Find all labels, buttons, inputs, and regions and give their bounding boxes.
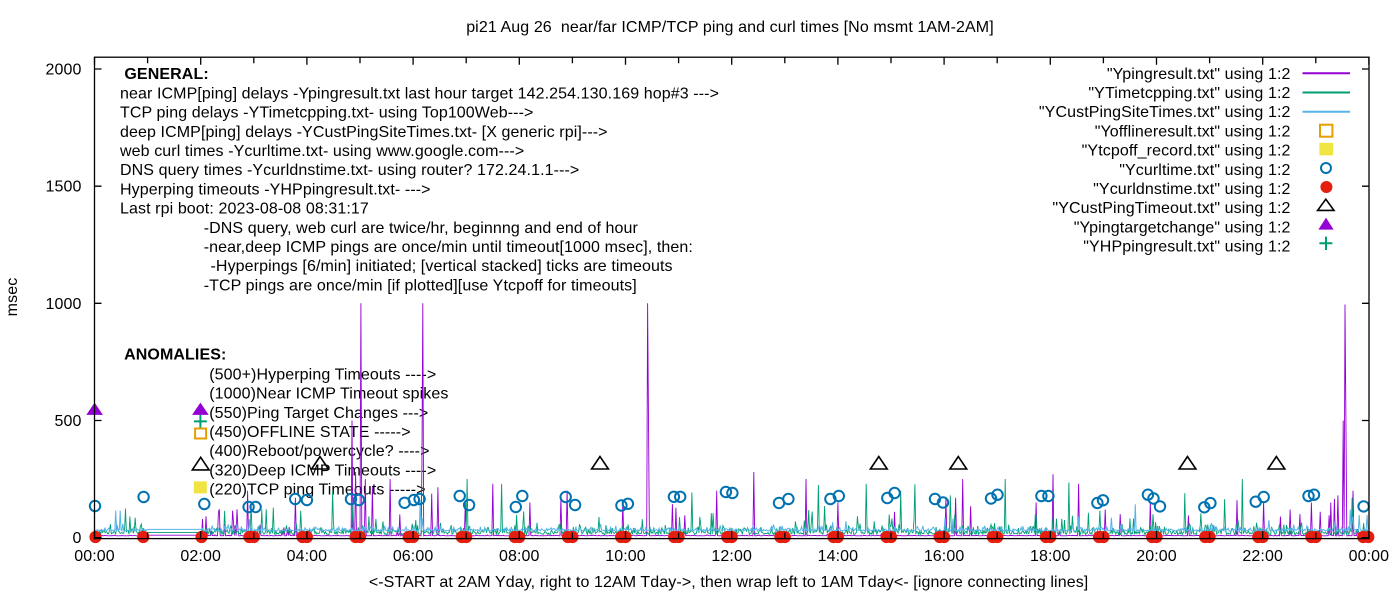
svg-text:00:00: 00:00: [74, 548, 115, 565]
svg-text:Hyperping timeouts -YHPpingres: Hyperping timeouts -YHPpingresult.txt- -…: [120, 181, 431, 198]
svg-text:"Ypingresult.txt" using 1:2: "Ypingresult.txt" using 1:2: [1107, 66, 1291, 83]
svg-text:"Ytcpoff_record.txt" using 1:2: "Ytcpoff_record.txt" using 1:2: [1082, 143, 1291, 160]
svg-text:00:00: 00:00: [1349, 548, 1390, 565]
svg-text:DNS query times -Ycurldnstime.: DNS query times -Ycurldnstime.txt- using…: [120, 162, 579, 179]
svg-text:1500: 1500: [46, 179, 82, 196]
svg-text:<-START at 2AM Yday, right to: <-START at 2AM Yday, right to 12AM Tday-…: [369, 574, 1089, 591]
svg-text:18:00: 18:00: [1030, 548, 1071, 565]
svg-text:12:00: 12:00: [711, 548, 752, 565]
svg-text:"Yofflineresult.txt" using 1:2: "Yofflineresult.txt" using 1:2: [1095, 123, 1291, 140]
svg-text:14:00: 14:00: [818, 548, 859, 565]
svg-text:near ICMP[ping] delays -Ypingr: near ICMP[ping] delays -Ypingresult.txt …: [120, 85, 719, 102]
svg-text:web curl times -Ycurltime.txt-: web curl times -Ycurltime.txt- using www…: [119, 143, 524, 160]
svg-text:16:00: 16:00: [924, 548, 965, 565]
svg-text:(220)TCP ping Timeouts ----->: (220)TCP ping Timeouts ----->: [209, 482, 425, 499]
svg-text:20:00: 20:00: [1136, 548, 1177, 565]
svg-text:(500+)Hyperping Timeouts ---->: (500+)Hyperping Timeouts ---->: [209, 366, 436, 383]
svg-text:deep ICMP[ping] delays -YCustP: deep ICMP[ping] delays -YCustPingSiteTim…: [120, 124, 608, 141]
svg-text:10:00: 10:00: [605, 548, 646, 565]
svg-text:"YCustPingTimeout.txt" using 1: "YCustPingTimeout.txt" using 1:2: [1052, 200, 1290, 217]
svg-text:(320)Deep ICMP Timeouts ---->: (320)Deep ICMP Timeouts ---->: [209, 462, 436, 479]
svg-text:02:00: 02:00: [180, 548, 221, 565]
svg-text:GENERAL:: GENERAL:: [124, 66, 208, 83]
svg-text:"YCustPingSiteTimes.txt" using: "YCustPingSiteTimes.txt" using 1:2: [1039, 104, 1291, 121]
svg-text:-Hyperpings [6/min] initiated;: -Hyperpings [6/min] initiated; [vertical…: [211, 258, 673, 275]
svg-text:1000: 1000: [46, 296, 82, 313]
svg-text:"YHPpingresult.txt" using 1:2: "YHPpingresult.txt" using 1:2: [1083, 239, 1290, 256]
svg-text:06:00: 06:00: [393, 548, 434, 565]
svg-text:04:00: 04:00: [287, 548, 328, 565]
svg-text:Last rpi boot: 2023-08-08 08:3: Last rpi boot: 2023-08-08 08:31:17: [120, 201, 369, 218]
svg-text:"Ycurltime.txt" using 1:2: "Ycurltime.txt" using 1:2: [1119, 162, 1290, 179]
svg-text:-DNS query, web curl are twice: -DNS query, web curl are twice/hr, begin…: [204, 220, 639, 237]
svg-text:22:00: 22:00: [1242, 548, 1283, 565]
svg-text:(400)Reboot/powercycle? ---->: (400)Reboot/powercycle? ---->: [209, 443, 429, 460]
svg-text:msec: msec: [4, 278, 21, 317]
svg-text:pi21 Aug 26 near/far ICMP/TCP: pi21 Aug 26 near/far ICMP/TCP ping and c…: [466, 19, 994, 36]
svg-text:2000: 2000: [46, 62, 82, 79]
svg-text:0: 0: [73, 530, 82, 547]
svg-text:(450)OFFLINE STATE ----->: (450)OFFLINE STATE ----->: [209, 424, 410, 441]
svg-text:-TCP pings are once/min [if pl: -TCP pings are once/min [if plotted][use…: [204, 277, 637, 294]
svg-text:-near,deep ICMP pings are once: -near,deep ICMP pings are once/min until…: [204, 239, 693, 256]
svg-text:(1000)Near ICMP Timeout spikes: (1000)Near ICMP Timeout spikes: [209, 386, 448, 403]
svg-text:ANOMALIES:: ANOMALIES:: [124, 346, 226, 363]
svg-text:TCP ping delays -YTimetcpping.: TCP ping delays -YTimetcpping.txt- using…: [120, 105, 533, 122]
svg-text:"Ypingtargetchange" using 1:2: "Ypingtargetchange" using 1:2: [1074, 219, 1291, 236]
svg-text:"YTimetcpping.txt" using 1:2: "YTimetcpping.txt" using 1:2: [1088, 85, 1290, 102]
svg-text:"Ycurldnstime.txt" using 1:2: "Ycurldnstime.txt" using 1:2: [1093, 181, 1290, 198]
svg-text:08:00: 08:00: [499, 548, 540, 565]
svg-text:500: 500: [55, 413, 82, 430]
svg-text:(550)Ping Target Changes --->: (550)Ping Target Changes --->: [209, 405, 428, 422]
